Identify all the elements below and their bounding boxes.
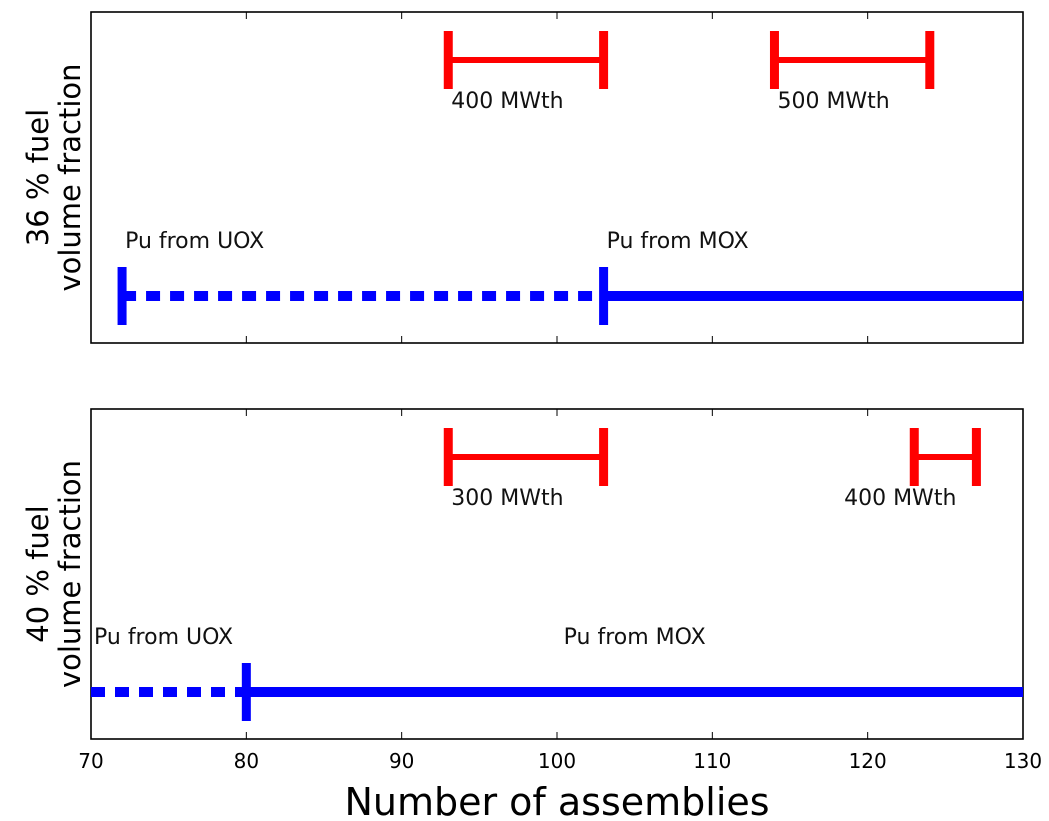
- power-label-36-1: 400 MWth: [451, 89, 563, 114]
- xtick-label-1: 80: [234, 749, 259, 773]
- power-label-40-2: 400 MWth: [844, 486, 956, 511]
- panel-40-percent: 40 % fuel volume fraction 300 MWth 400 M…: [21, 408, 1024, 740]
- ylabel-40-line1: 40 % fuel: [21, 505, 55, 642]
- power-label-36-2: 500 MWth: [777, 89, 889, 114]
- xtick-label-5: 120: [849, 749, 887, 773]
- panel-40-marks: [91, 428, 1023, 721]
- panel-36-marks: [117, 31, 1023, 325]
- x-axis-label: Number of assemblies: [344, 780, 769, 821]
- xtick-label-6: 130: [1004, 749, 1042, 773]
- power-label-40-1: 300 MWth: [451, 486, 563, 511]
- x-axis: 70 80 90 100 110 120 130: [78, 749, 1042, 773]
- panel-36-percent: 36 % fuel volume fraction 400 MWth 500 M…: [21, 11, 1024, 344]
- ylabel-36-line1: 36 % fuel: [21, 109, 55, 246]
- xtick-label-2: 90: [389, 749, 414, 773]
- xtick-label-3: 100: [538, 749, 576, 773]
- xtick-label-4: 110: [693, 749, 731, 773]
- pu-uox-label-36: Pu from UOX: [125, 229, 264, 254]
- pu-mox-label-40: Pu from MOX: [564, 625, 706, 650]
- pu-mox-label-36: Pu from MOX: [607, 229, 749, 254]
- pu-uox-label-40: Pu from UOX: [94, 625, 233, 650]
- ylabel-40-line2: volume fraction: [53, 460, 87, 688]
- ylabel-36-line2: volume fraction: [53, 63, 87, 291]
- xtick-label-0: 70: [78, 749, 103, 773]
